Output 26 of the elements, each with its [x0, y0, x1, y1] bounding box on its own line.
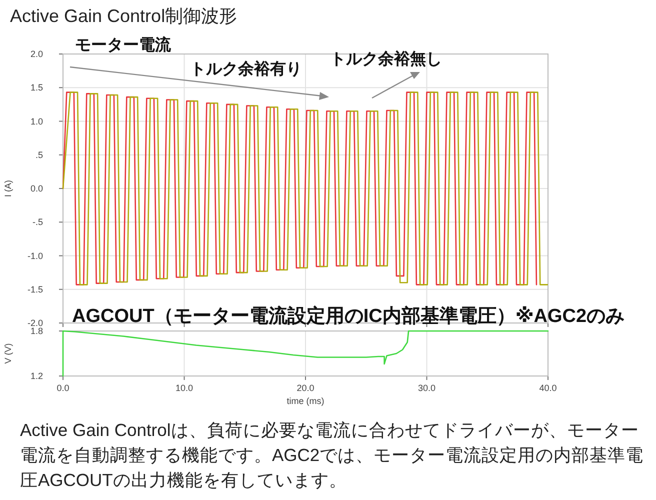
y-axis-title: I (A): [3, 180, 13, 197]
chart-title: Active Gain Control制御波形: [10, 5, 238, 28]
y-axis-title: V (V): [3, 343, 13, 364]
y-tick-label: 1.2: [30, 371, 43, 381]
x-tick-label: 20.0: [296, 383, 314, 393]
y-tick-label: 1.5: [30, 82, 43, 93]
y-tick-label: -.5: [32, 217, 43, 228]
x-tick-label: 10.0: [175, 383, 194, 393]
y-tick-label: 0.0: [30, 184, 43, 194]
text: Active Gain Controlは、負荷に必要な電流に合わせてドライバーが、モーター電流を自動調整する機能です。AGC2では、モーター電流設定用の内部基準電圧AGCOUTの出力機能を有しています。: [20, 419, 645, 492]
y-tick-label: -1.5: [27, 284, 43, 294]
y-tick-label: .5: [35, 150, 43, 160]
annotation: トルク余裕無し: [330, 50, 442, 68]
x-axis-title: time (ms): [286, 396, 324, 406]
y-tick-label: 1.0: [30, 116, 43, 126]
x-tick-label: 30.0: [418, 383, 436, 393]
y-tick-label: -2.0: [27, 318, 43, 328]
annotation: モーター電流: [75, 35, 172, 54]
y-tick-label: -1.0: [27, 250, 43, 261]
x-tick-label: 40.0: [539, 383, 557, 393]
line-series: [62, 330, 549, 377]
chart-title: AGCOUT（モーター電流設定用のIC内部基準電圧）※AGC2のみ: [72, 305, 625, 327]
y-tick-label: 1.8: [30, 326, 43, 336]
y-tick-label: 2.0: [30, 49, 43, 59]
x-tick-label: 0.0: [56, 383, 70, 393]
annotation: トルク余裕有り: [190, 60, 302, 78]
